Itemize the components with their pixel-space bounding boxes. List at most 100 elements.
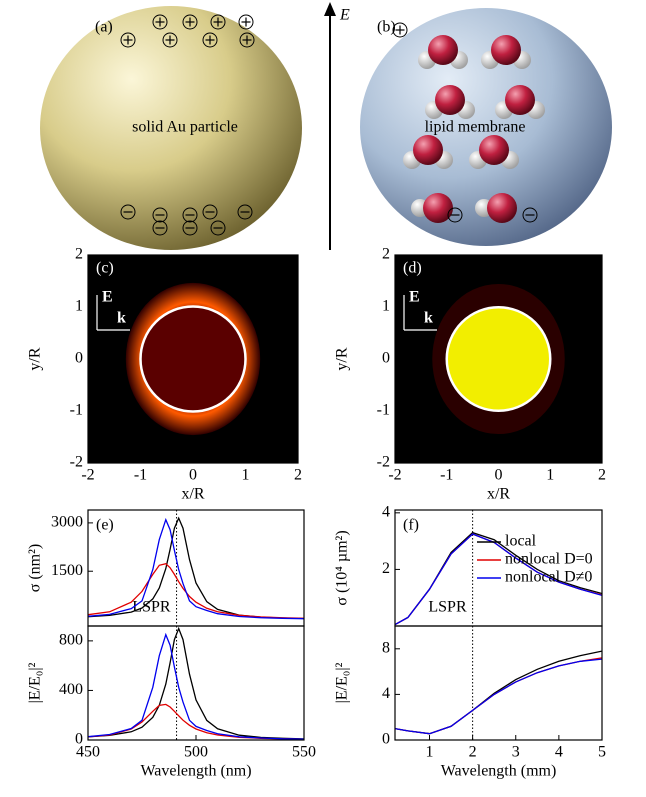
x-tick-label: -1 [134, 467, 147, 484]
field-arrow: E⃗ [324, 2, 362, 250]
y-tick-label: -2 [70, 454, 83, 471]
legend-label: nonlocal D=0 [505, 551, 593, 568]
series-line [88, 632, 304, 740]
oxygen [491, 35, 521, 65]
annotation: k [117, 310, 126, 327]
oxygen [487, 193, 517, 223]
oxygen [435, 85, 465, 115]
annotation: LSPR [428, 599, 467, 616]
y-axis-label: σ (10⁴ µm²) [334, 530, 351, 605]
charges [120, 14, 255, 236]
x-axis-label: x/R [181, 486, 204, 503]
x-tick-label: -2 [388, 467, 401, 484]
x-tick-label: 4 [555, 744, 563, 761]
y-tick-label: 0 [382, 350, 390, 367]
sphere-text: solid Au particle [132, 119, 238, 136]
series-line [88, 562, 304, 619]
y-tick-label: 3000 [51, 514, 83, 531]
water-molecules [392, 22, 545, 223]
charge [238, 14, 254, 30]
y-axis-label: |E/E₀|² [334, 662, 351, 703]
chart-panel: 450 500 550 0 400 800 Wavelength (nm) |E/E₀|² [27, 625, 316, 780]
charge [182, 220, 198, 236]
particle-outline [445, 306, 552, 412]
y-tick-label: 0 [75, 731, 83, 748]
field-label: E⃗ [339, 7, 362, 24]
x-axis-label: Wavelength (nm) [140, 763, 251, 780]
oxygen [423, 193, 453, 223]
y-tick-label: 2 [75, 246, 83, 263]
panel-label: (e) [96, 517, 114, 534]
x-tick-label: 2 [469, 744, 477, 761]
y-tick-label: -2 [377, 454, 390, 471]
panel-label: (f) [403, 517, 419, 534]
charge [392, 22, 408, 38]
y-tick-label: 1500 [51, 562, 83, 579]
annotation: E [409, 289, 420, 306]
charge [237, 204, 253, 220]
colorbar [302, 255, 318, 463]
frame [394, 625, 603, 741]
plot-area: LSPR (e) [88, 510, 304, 626]
y-tick-label: -1 [377, 402, 390, 419]
y-tick-label: 1 [75, 298, 83, 315]
x-tick-label: 1 [242, 467, 250, 484]
frame [87, 509, 305, 627]
plot-area: Ek 0 12 |E/E₀|² (d) [395, 255, 646, 465]
charge [152, 220, 168, 236]
y-tick-label: 0 [382, 731, 390, 748]
charge [162, 32, 178, 48]
illustration-a: (a) solid Au particle [40, 6, 302, 250]
charge [152, 207, 168, 223]
particle-field [140, 306, 246, 412]
annotation: k [424, 310, 433, 327]
x-tick-label: -1 [440, 467, 453, 484]
annotation: E [102, 289, 113, 306]
chart-panel: LSPR (e) 1500 3000 σ (nm²) [27, 509, 305, 627]
colorbar-tick-label: 0 [322, 448, 330, 465]
x-tick-label: 3 [512, 744, 520, 761]
x-tick-label: 2 [598, 467, 606, 484]
colorbar-tick-label: 0 [626, 448, 634, 465]
annotation: LSPR [132, 599, 171, 616]
x-tick-label: 0 [495, 467, 503, 484]
series-line [88, 517, 304, 620]
panel-label: (b) [377, 19, 396, 36]
x-tick-label: 550 [292, 744, 316, 761]
x-tick-label: 2 [294, 467, 302, 484]
plot-area [395, 626, 602, 740]
x-tick-label: 500 [184, 744, 208, 761]
colorbar-label: |E/E₀|² [637, 318, 646, 359]
panel-label: (d) [403, 260, 422, 277]
frame [87, 625, 305, 741]
colorbar [606, 255, 622, 463]
plot-area [88, 626, 304, 740]
oxygen [479, 135, 509, 165]
y-axis-label: |E/E₀|² [27, 662, 44, 703]
y-tick-label: 400 [59, 681, 83, 698]
x-tick-label: 1 [546, 467, 554, 484]
y-tick-label: 800 [59, 632, 83, 649]
x-axis-label: x/R [487, 486, 510, 503]
charge [120, 204, 136, 220]
charge [120, 32, 136, 48]
y-tick-label: 1 [382, 298, 390, 315]
y-tick-label: 4 [382, 504, 390, 521]
charge [202, 32, 218, 48]
y-tick-label: 4 [382, 685, 390, 702]
x-axis-label: Wavelength (mm) [441, 763, 557, 780]
series-line [395, 658, 602, 735]
colorbar-tick-label: 12 [626, 266, 642, 283]
series-line [88, 516, 304, 620]
y-axis-label: y/R [27, 347, 44, 370]
y-tick-label: 8 [382, 639, 390, 656]
x-tick-label: 0 [189, 467, 197, 484]
x-tick-label: 1 [426, 744, 434, 761]
sphere-text: lipid membrane [425, 119, 526, 136]
charge [447, 207, 463, 223]
